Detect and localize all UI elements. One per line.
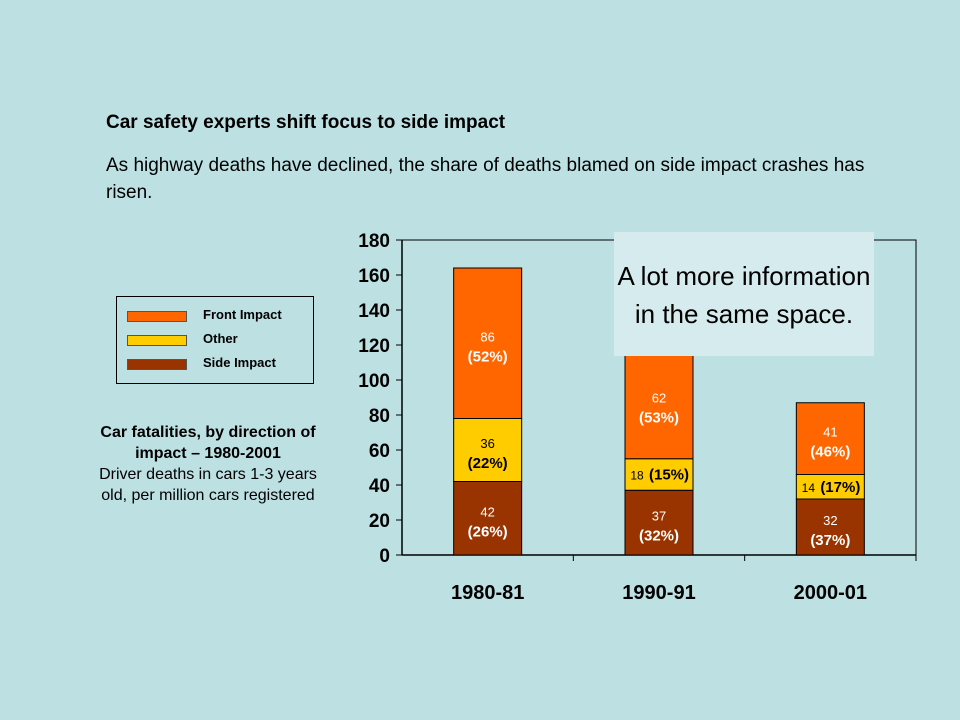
bar-other-2000-01 bbox=[795, 474, 865, 500]
legend: Front Impact Other Side Impact bbox=[116, 296, 314, 384]
bar-side-impact-1990-91 bbox=[624, 489, 694, 556]
data-label-percent: (17%) bbox=[820, 479, 860, 496]
x-tick-label-1990-91: 1990-91 bbox=[622, 582, 695, 604]
y-tick-label-120: 120 bbox=[358, 336, 390, 357]
y-tick-label-40: 40 bbox=[369, 476, 390, 497]
caption-body: Driver deaths in cars 1-3 years old, per… bbox=[99, 466, 317, 504]
y-tick-label-80: 80 bbox=[369, 406, 390, 427]
data-label-percent: (26%) bbox=[468, 523, 508, 540]
bar-other-1990-91 bbox=[624, 458, 694, 491]
y-tick-label-20: 20 bbox=[369, 511, 390, 532]
bar-side-impact-1980-81 bbox=[453, 481, 523, 556]
callout-text: A lot more information in the same space… bbox=[617, 261, 871, 329]
data-label-value: 36 bbox=[480, 436, 494, 451]
caption-title: Car fatalities, by direction of impact –… bbox=[100, 424, 316, 462]
data-label-value: 42 bbox=[480, 504, 494, 519]
data-label-percent: (52%) bbox=[468, 348, 508, 365]
bar-other-1980-81 bbox=[453, 418, 523, 482]
data-label-percent: (15%) bbox=[649, 467, 689, 484]
legend-label-side-impact: Side Impact bbox=[203, 355, 276, 370]
data-label-percent: (22%) bbox=[468, 455, 508, 472]
data-label-value: 62 bbox=[652, 391, 666, 406]
headline: Car safety experts shift focus to side i… bbox=[106, 112, 506, 133]
legend-swatch-front-impact bbox=[127, 311, 187, 322]
data-label-percent: (32%) bbox=[639, 528, 679, 545]
x-tick-label-2000-01: 2000-01 bbox=[794, 582, 867, 604]
subtext: As highway deaths have declined, the sha… bbox=[106, 155, 865, 203]
legend-label-front-impact: Front Impact bbox=[203, 307, 282, 322]
x-tick-label-1980-81: 1980-81 bbox=[451, 582, 524, 604]
y-tick-label-180: 180 bbox=[358, 231, 390, 252]
data-label-percent: (46%) bbox=[810, 444, 850, 461]
y-tick-label-60: 60 bbox=[369, 441, 390, 462]
data-label-value: 37 bbox=[652, 509, 666, 524]
data-label-value: 86 bbox=[480, 329, 494, 344]
y-tick-label-0: 0 bbox=[379, 546, 390, 567]
bar-front-impact-2000-01 bbox=[795, 402, 865, 475]
y-tick-label-140: 140 bbox=[358, 301, 390, 322]
bar-front-impact-1990-91 bbox=[624, 349, 694, 460]
chart-caption: Car fatalities, by direction of impact –… bbox=[84, 422, 332, 506]
legend-label-other: Other bbox=[203, 331, 238, 346]
legend-swatch-other bbox=[127, 335, 187, 346]
y-tick-label-160: 160 bbox=[358, 266, 390, 287]
data-label-percent: (37%) bbox=[810, 532, 850, 549]
data-label-percent: (53%) bbox=[639, 410, 679, 427]
bar-side-impact-2000-01 bbox=[795, 498, 865, 556]
legend-swatch-side-impact bbox=[127, 359, 187, 370]
bar-front-impact-1980-81 bbox=[453, 267, 523, 419]
y-tick-label-100: 100 bbox=[358, 371, 390, 392]
data-label-value: 18 bbox=[630, 469, 644, 483]
data-label-value: 32 bbox=[823, 513, 837, 528]
callout-box: A lot more information in the same space… bbox=[614, 232, 874, 356]
data-label-value: 41 bbox=[823, 425, 837, 440]
data-label-value: 14 bbox=[802, 481, 816, 495]
